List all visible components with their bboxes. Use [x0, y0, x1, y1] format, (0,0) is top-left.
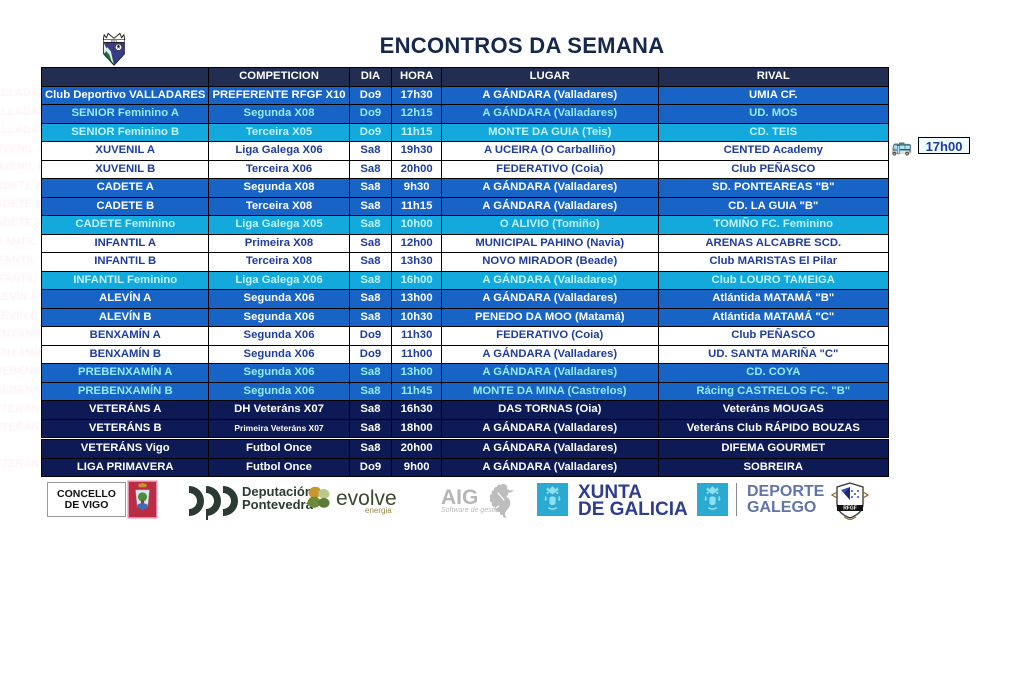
svg-text:RFGF: RFGF — [843, 506, 857, 512]
